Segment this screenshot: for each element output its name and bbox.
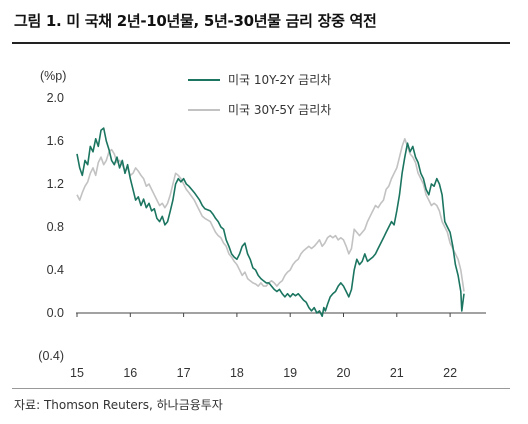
y-tick-label: 0.0 — [47, 306, 64, 320]
y-tick-label: 2.0 — [47, 91, 64, 105]
x-tick-label: 22 — [443, 366, 457, 380]
series-line-30y5y — [76, 138, 465, 292]
chart-title: 그림 1. 미 국채 2년-10년물, 5년-30년물 금리 장중 역전 — [14, 12, 377, 30]
x-tick-label: 19 — [283, 366, 297, 380]
y-unit-label: (%p) — [40, 69, 66, 83]
y-tick-label: 0.8 — [47, 220, 64, 234]
y-tick-label: 1.6 — [47, 134, 64, 148]
source-divider — [12, 388, 510, 389]
y-tick-label: 0.4 — [47, 263, 64, 277]
series-layer — [76, 127, 465, 317]
title-underline — [12, 42, 510, 44]
x-tick-label: 18 — [230, 366, 244, 380]
x-tick-label: 16 — [123, 366, 137, 380]
x-tick-label: 17 — [177, 366, 191, 380]
y-tick-label: 1.2 — [47, 177, 64, 191]
x-tick-label: 21 — [390, 366, 404, 380]
axes: (0.4) 0.0 0.4 0.8 1.2 1.6 2.0 15 16 17 18 19 20 21 22 — [38, 91, 486, 380]
y-tick-label: (0.4) — [38, 349, 64, 363]
x-tick-label: 15 — [70, 366, 84, 380]
legend-label: 미국 30Y-5Y 금리차 — [228, 103, 331, 117]
x-tick-label: 20 — [337, 366, 351, 380]
legend-label: 미국 10Y-2Y 금리차 — [228, 73, 331, 87]
source-note: 자료: Thomson Reuters, 하나금융투자 — [14, 398, 223, 412]
series-line-10y2y — [76, 127, 465, 317]
